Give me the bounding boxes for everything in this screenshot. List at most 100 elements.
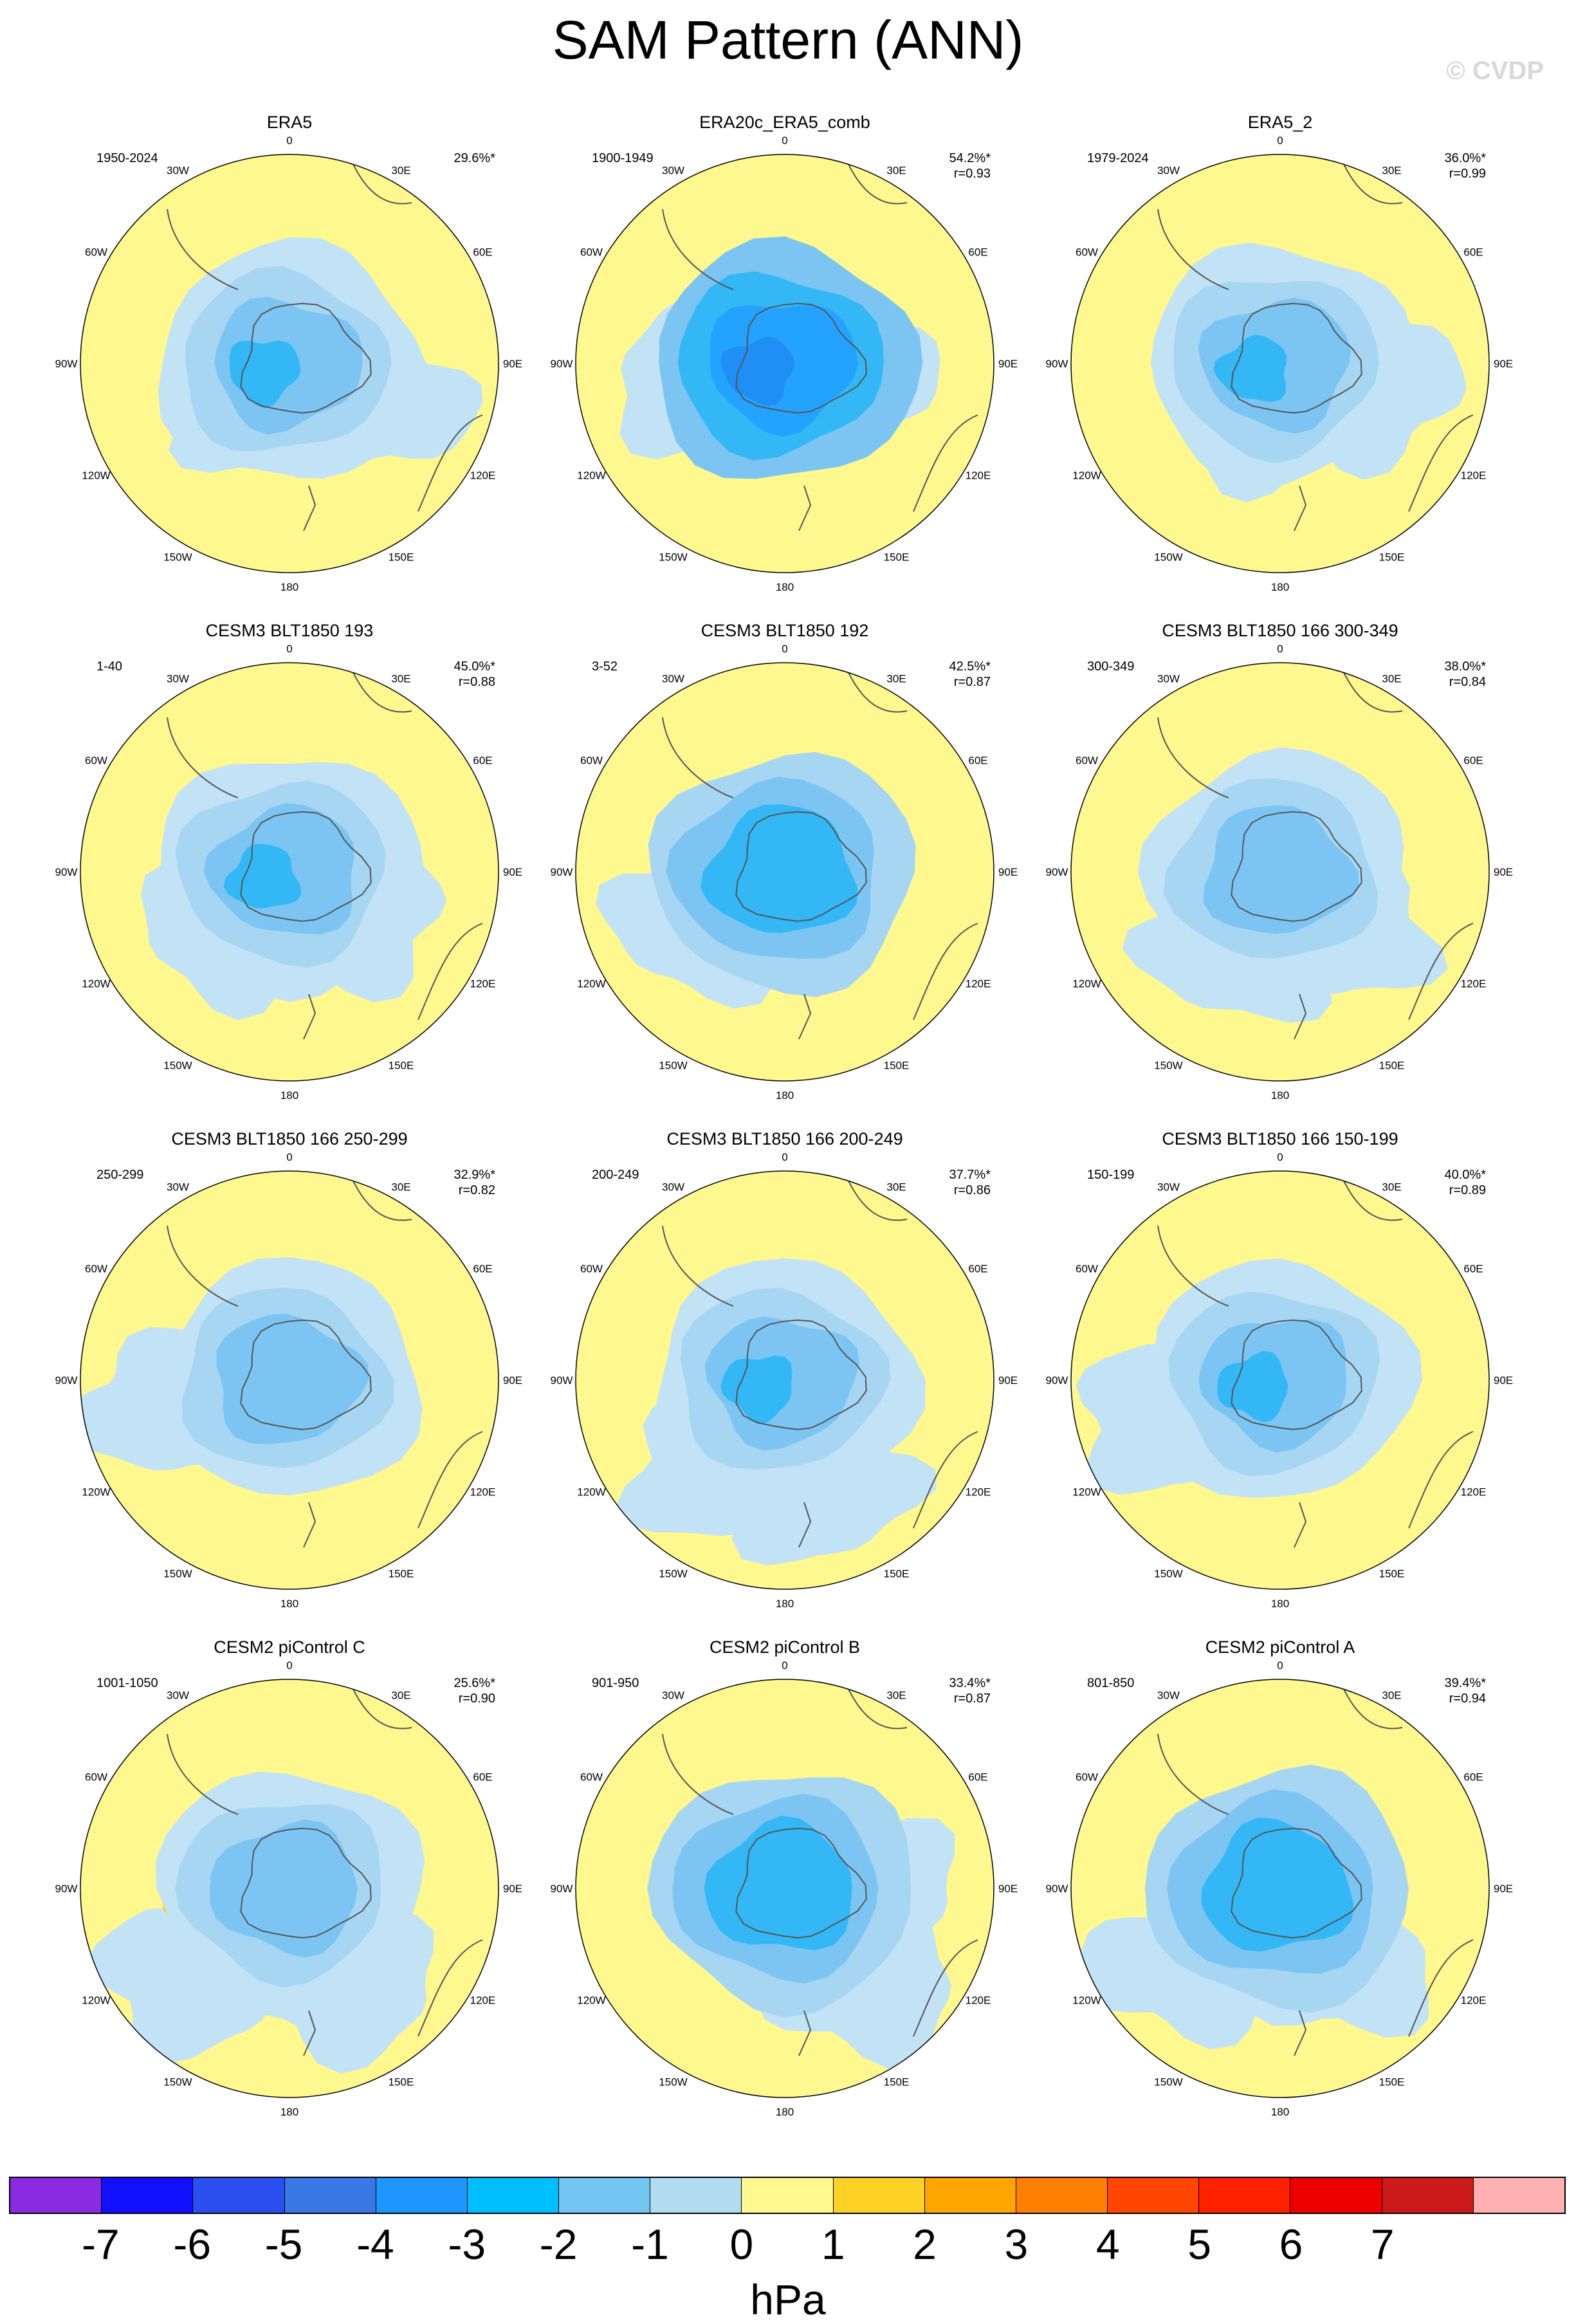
- longitude-label: 150W: [659, 1568, 687, 1580]
- longitude-label: 90E: [998, 1883, 1018, 1895]
- longitude-label: 90W: [551, 1883, 573, 1895]
- longitude-label: 180: [776, 2106, 794, 2118]
- longitude-label: 30W: [167, 1181, 189, 1194]
- panel-title: ERA5: [266, 113, 313, 132]
- south-america-coastline: [662, 717, 734, 798]
- south-america-coastline: [662, 1225, 734, 1307]
- antarctica-coastline: [1231, 811, 1362, 922]
- longitude-label: 60E: [473, 1771, 492, 1784]
- longitude-label: 90E: [503, 866, 522, 878]
- longitude-label: 120E: [966, 978, 991, 990]
- map-border: [575, 1679, 994, 2098]
- longitude-label: 30E: [886, 1690, 906, 1702]
- longitude-label: 150W: [659, 551, 687, 564]
- longitude-label: 30E: [391, 1690, 410, 1702]
- longitude-label: 120W: [577, 1995, 605, 2007]
- longitude-label: 60E: [1463, 755, 1483, 767]
- panel-title: CESM3 BLT1850 166 300-349: [1162, 621, 1398, 640]
- south-america-coastline: [167, 1225, 239, 1307]
- field-negative-min: [720, 1355, 793, 1425]
- colorbar-box: [10, 2178, 102, 2213]
- panel-correlation: r=0.99: [1449, 167, 1486, 181]
- new-zealand-coastline: [1294, 1502, 1307, 1548]
- longitude-label: 150E: [1379, 2076, 1405, 2089]
- australia-coastline: [913, 923, 978, 1020]
- map-border: [80, 662, 499, 1082]
- colorbar-tick-label: 6: [1279, 2220, 1303, 2268]
- field-negative-min: [1220, 844, 1296, 911]
- polar-map: 0 30E 60E 90E 120E 150E 180 150W 120W 90W 60W 30W: [1046, 1659, 1514, 2118]
- longitude-label: 120W: [577, 1486, 605, 1499]
- antarctica-coastline: [735, 302, 867, 414]
- longitude-label: 60W: [85, 1263, 107, 1275]
- south-america-coastline: [1157, 208, 1229, 290]
- map-border: [80, 1170, 499, 1590]
- colorbar-tick-label: 0: [729, 2220, 754, 2268]
- longitude-label: 150W: [1154, 1060, 1182, 1072]
- panel-correlation: r=0.88: [458, 675, 495, 689]
- longitude-label: 180: [776, 1598, 794, 1610]
- panel-years: 1900-1949: [592, 151, 654, 165]
- longitude-label: 120E: [966, 1486, 991, 1499]
- panel-variance-pct: 40.0%*: [1444, 1168, 1487, 1182]
- south-america-coastline: [167, 717, 239, 798]
- longitude-label: 180: [776, 1089, 794, 1102]
- longitude-label: 90E: [998, 358, 1018, 370]
- map-panel: ERA5_2 1979-2024 36.0%* r=0.99 0 30E 60E 90E 120…: [1042, 113, 1518, 602]
- polar-map: 0 30E 60E 90E 120E 150E 180 150W 120W 90W 60W 30W: [55, 1151, 523, 1610]
- longitude-label: 150W: [163, 551, 192, 564]
- new-zealand-coastline: [798, 993, 812, 1040]
- map-border: [1070, 662, 1490, 1082]
- colorbar-tick-label: 4: [1095, 2220, 1120, 2268]
- new-zealand-coastline: [303, 2010, 316, 2056]
- australia-coastline: [1408, 1431, 1474, 1529]
- longitude-label: 90E: [1494, 1883, 1513, 1895]
- longitude-label: 30W: [167, 673, 189, 685]
- antarctica-coastline: [240, 1827, 372, 1939]
- australia-coastline: [913, 1431, 978, 1529]
- colorbar-tick-label: -5: [264, 2220, 303, 2268]
- panel-correlation: r=0.87: [953, 1692, 991, 1706]
- polar-map: 0 30E 60E 90E 120E 150E 180 150W 120W 90W 60W 30W: [551, 134, 1018, 593]
- longitude-label: 30E: [886, 1181, 906, 1194]
- longitude-label: 180: [280, 1089, 298, 1102]
- map-panel: CESM2 piControl B 901-950 33.4%* r=0.87 0 30E…: [547, 1637, 1023, 2126]
- antarctica-coastline: [240, 811, 372, 922]
- map-panel: CESM2 piControl A 801-850 39.4%* r=0.94 0 30E…: [1042, 1637, 1518, 2126]
- longitude-label: 120W: [1072, 1995, 1101, 2007]
- longitude-label: 120E: [1461, 978, 1487, 990]
- longitude-label: 0: [1277, 1659, 1283, 1672]
- longitude-label: 120W: [82, 1995, 110, 2007]
- colorbar-box: [1199, 2178, 1291, 2213]
- antarctica-coastline: [1231, 302, 1362, 414]
- longitude-label: 60E: [968, 755, 987, 767]
- longitude-label: 60E: [473, 1263, 492, 1275]
- longitude-label: 60W: [580, 1771, 603, 1784]
- longitude-label: 150E: [1379, 1568, 1405, 1580]
- longitude-label: 90W: [55, 1374, 78, 1387]
- longitude-label: 60E: [968, 1263, 987, 1275]
- new-zealand-coastline: [303, 993, 316, 1040]
- colorbar-box: [467, 2178, 560, 2213]
- map-panel: CESM3 BLT1850 166 250-299 250-299 32.9%* r=…: [51, 1129, 527, 1618]
- australia-coastline: [417, 923, 483, 1020]
- panel-years: 1-40: [96, 659, 123, 674]
- antarctica-coastline: [240, 1319, 372, 1430]
- longitude-label: 120W: [1072, 978, 1101, 990]
- colorbar-box: [650, 2178, 742, 2213]
- longitude-label: 180: [280, 1598, 298, 1610]
- panel-years: 3-52: [592, 659, 618, 674]
- south-america-coastline: [1157, 1225, 1229, 1307]
- panel-years: 901-950: [592, 1676, 639, 1690]
- new-zealand-coastline: [1294, 2010, 1307, 2056]
- longitude-label: 120E: [470, 978, 496, 990]
- map-border: [80, 154, 499, 573]
- field-negative-min: [223, 844, 302, 908]
- longitude-label: 30E: [1382, 673, 1401, 685]
- longitude-label: 30E: [1382, 165, 1401, 177]
- longitude-label: 180: [280, 581, 298, 593]
- longitude-label: 60W: [1076, 246, 1098, 259]
- longitude-label: 150E: [1379, 1060, 1405, 1072]
- longitude-label: 150E: [884, 1568, 910, 1580]
- panel-correlation: r=0.87: [953, 675, 991, 689]
